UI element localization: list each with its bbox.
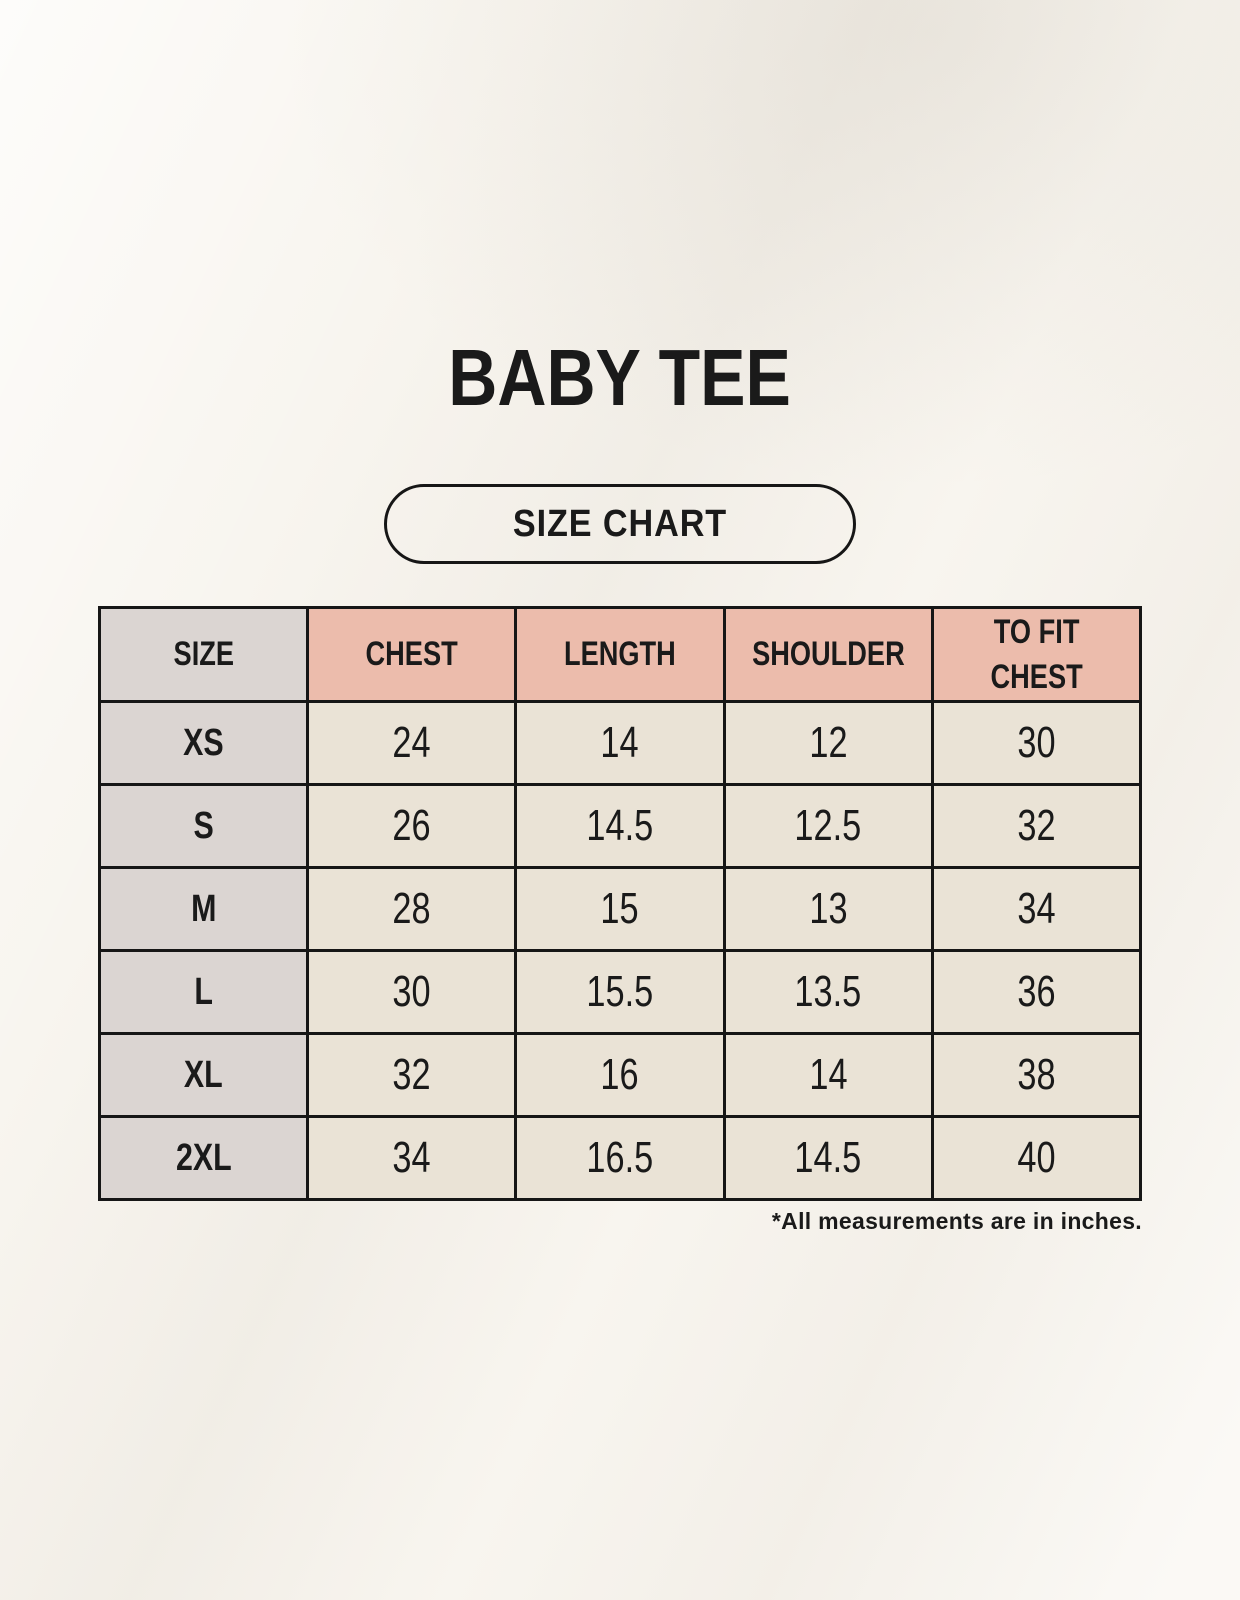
measurement-cell: 26: [306, 783, 518, 869]
table-row-2xl: 2XL 34 16.5 14.5 40: [97, 1115, 1143, 1201]
measurement-value: 30: [392, 967, 431, 1016]
column-header-label: LENGTH: [564, 635, 676, 674]
measurement-value: 14: [809, 1050, 848, 1099]
header-row: SIZE CHEST LENGTH SHOULDER TO FIT CHEST: [97, 606, 1143, 703]
column-header-label: SIZE: [173, 635, 234, 674]
column-header-length: LENGTH: [514, 606, 726, 703]
size-chart-button[interactable]: SIZE CHART: [384, 484, 856, 564]
measurement-value: 16.5: [586, 1133, 654, 1182]
measurement-cell: 28: [306, 866, 518, 952]
measurement-cell: 14: [722, 1032, 934, 1118]
size-table-body: XS 24 14 12 30 S 26 14.5 12.5 32 M 28 15 13 34 L 30 15.5 1…: [97, 700, 1143, 1201]
size-chart-table-head: SIZE CHEST LENGTH SHOULDER TO FIT CHEST: [97, 606, 1143, 703]
column-header-size: SIZE: [97, 606, 310, 703]
size-label-cell: XL: [97, 1032, 310, 1118]
measurement-value: 13.5: [794, 967, 862, 1016]
measurement-value: 34: [1017, 884, 1056, 933]
table-row-xs: XS 24 14 12 30: [97, 700, 1143, 786]
size-label: XL: [184, 1053, 224, 1096]
size-label: L: [194, 970, 213, 1013]
measurement-value: 14.5: [586, 801, 654, 850]
size-label: M: [190, 887, 217, 930]
measurement-value: 15.5: [586, 967, 654, 1016]
table-row-l: L 30 15.5 13.5 36: [97, 949, 1143, 1035]
measurement-value: 36: [1017, 967, 1056, 1016]
size-label-cell: 2XL: [97, 1115, 310, 1201]
page-title-text: BABY TEE: [448, 333, 792, 422]
column-header-shoulder: SHOULDER: [722, 606, 934, 703]
measurement-cell: 40: [930, 1115, 1143, 1201]
column-header-chest: CHEST: [306, 606, 518, 703]
size-chart-table: SIZE CHEST LENGTH SHOULDER TO FIT CHEST XS 24…: [97, 606, 1143, 1201]
measurement-cell: 14: [514, 700, 726, 786]
measurement-cell: 13: [722, 866, 934, 952]
size-label: 2XL: [175, 1136, 232, 1179]
measurement-cell: 13.5: [722, 949, 934, 1035]
measurement-value: 38: [1017, 1050, 1056, 1099]
measurement-cell: 34: [306, 1115, 518, 1201]
measurement-value: 32: [1017, 801, 1056, 850]
measurement-cell: 12: [722, 700, 934, 786]
measurement-value: 12.5: [794, 801, 862, 850]
measurement-value: 32: [392, 1050, 431, 1099]
measurement-value: 30: [1017, 718, 1056, 767]
size-chart-button-label: SIZE CHART: [512, 502, 728, 545]
table-row-s: S 26 14.5 12.5 32: [97, 783, 1143, 869]
column-header-to-fit-chest: TO FIT CHEST: [930, 606, 1143, 703]
measurement-cell: 38: [930, 1032, 1143, 1118]
measurement-value: 24: [392, 718, 431, 767]
measurement-cell: 15.5: [514, 949, 726, 1035]
measurement-cell: 16: [514, 1032, 726, 1118]
measurement-value: 16: [600, 1050, 640, 1099]
measurements-footnote: *All measurements are in inches.: [771, 1208, 1142, 1234]
size-label-cell: S: [97, 783, 310, 869]
measurement-cell: 34: [930, 866, 1143, 952]
size-label-cell: XS: [97, 700, 310, 786]
measurement-value: 28: [392, 884, 431, 933]
page-title: BABY TEE: [0, 338, 1240, 418]
measurement-cell: 16.5: [514, 1115, 726, 1201]
size-label: S: [193, 804, 214, 847]
table-row-xl: XL 32 16 14 38: [97, 1032, 1143, 1118]
measurement-value: 40: [1017, 1133, 1056, 1182]
measurement-cell: 30: [930, 700, 1143, 786]
measurement-value: 14.5: [794, 1133, 862, 1182]
measurement-cell: 14.5: [514, 783, 726, 869]
measurement-cell: 15: [514, 866, 726, 952]
size-label: XS: [183, 721, 224, 764]
measurement-cell: 30: [306, 949, 518, 1035]
column-header-label: CHEST: [365, 635, 458, 674]
size-label-cell: L: [97, 949, 310, 1035]
measurement-value: 14: [600, 718, 640, 767]
measurement-value: 15: [600, 884, 640, 933]
column-header-label: TO FIT CHEST: [990, 613, 1083, 696]
measurement-value: 26: [392, 801, 431, 850]
measurement-cell: 14.5: [722, 1115, 934, 1201]
measurement-value: 12: [809, 718, 848, 767]
measurement-cell: 32: [306, 1032, 518, 1118]
measurement-value: 13: [809, 884, 848, 933]
size-label-cell: M: [97, 866, 310, 952]
measurement-cell: 32: [930, 783, 1143, 869]
column-header-label: SHOULDER: [751, 635, 905, 674]
measurement-cell: 24: [306, 700, 518, 786]
measurement-cell: 36: [930, 949, 1143, 1035]
measurement-cell: 12.5: [722, 783, 934, 869]
table-row-m: M 28 15 13 34: [97, 866, 1143, 952]
measurement-value: 34: [392, 1133, 431, 1182]
